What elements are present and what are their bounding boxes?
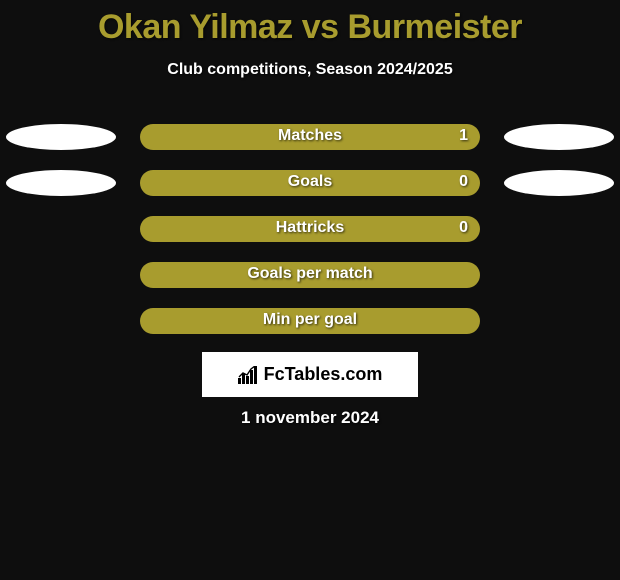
stat-bar (140, 124, 480, 150)
stat-row: Goals0 (0, 168, 620, 214)
stat-bar (140, 170, 480, 196)
player-right-ellipse (504, 170, 614, 196)
comparison-infographic: Okan Yilmaz vs Burmeister Club competiti… (0, 0, 620, 580)
stat-bar (140, 262, 480, 288)
brand-logo: FcTables.com (238, 364, 383, 385)
brand-logo-box: FcTables.com (202, 352, 418, 397)
page-title: Okan Yilmaz vs Burmeister (0, 0, 620, 47)
page-subtitle: Club competitions, Season 2024/2025 (0, 61, 620, 79)
stat-row: Goals per match (0, 260, 620, 306)
stat-row: Min per goal (0, 306, 620, 352)
bars-icon (238, 366, 260, 384)
brand-name: FcTables.com (264, 364, 383, 385)
stat-value-right: 0 (459, 173, 468, 191)
stat-rows: Matches1Goals0Hattricks0Goals per matchM… (0, 122, 620, 352)
stat-row: Matches1 (0, 122, 620, 168)
date-label: 1 november 2024 (0, 408, 620, 428)
stat-value-right: 0 (459, 219, 468, 237)
stat-bar (140, 308, 480, 334)
player-left-ellipse (6, 124, 116, 150)
stat-bar (140, 216, 480, 242)
player-left-ellipse (6, 170, 116, 196)
stat-row: Hattricks0 (0, 214, 620, 260)
stat-value-right: 1 (459, 127, 468, 145)
player-right-ellipse (504, 124, 614, 150)
